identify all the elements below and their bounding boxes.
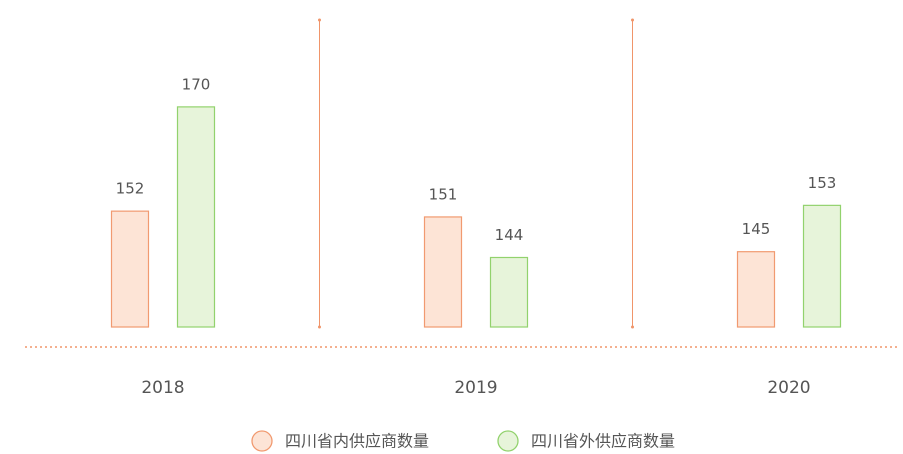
x-tick-label: 2019 [454,378,497,398]
x-tick-label: 2018 [141,378,184,398]
legend-label: 四川省外供应商数量 [531,432,675,451]
value-label: 170 [182,75,211,93]
legend-marker [497,430,519,452]
bar [176,106,216,328]
bar [110,210,150,328]
separator-end [631,325,634,329]
bar [736,251,776,328]
bar [423,216,463,328]
legend-label: 四川省内供应商数量 [285,432,429,451]
legend-marker [251,430,273,452]
value-label: 153 [808,174,837,192]
value-label: 144 [495,226,524,244]
separator-end [318,18,321,22]
separator-end [318,325,321,329]
bar [489,256,529,328]
value-label: 152 [116,180,145,198]
value-label: 145 [742,220,771,238]
value-label: 151 [429,185,458,203]
separator-end [631,18,634,22]
bar [802,204,842,328]
x-tick-label: 2020 [767,378,810,398]
